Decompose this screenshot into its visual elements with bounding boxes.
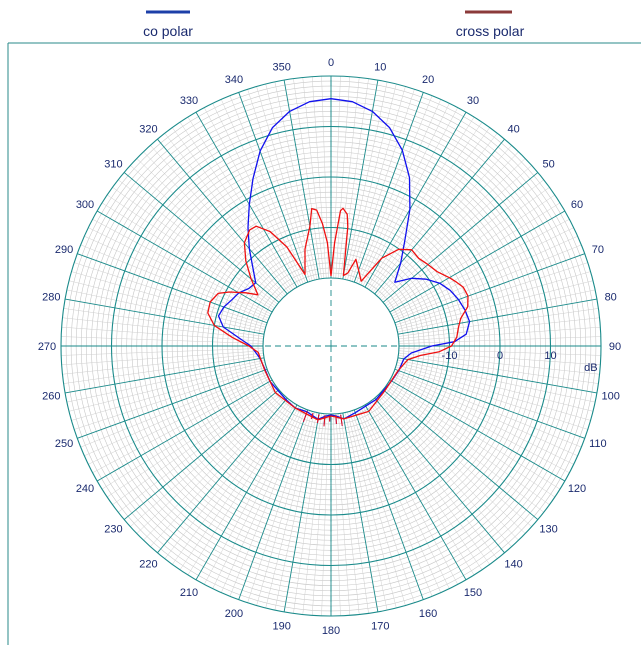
angle-label: 90 [609, 341, 621, 353]
angle-label: 220 [139, 559, 157, 571]
major-spoke [382, 389, 539, 520]
major-spoke [77, 253, 268, 324]
angle-label: 230 [104, 524, 122, 536]
major-spoke [374, 138, 505, 295]
series-line-cross-polar [207, 207, 469, 421]
angle-label: 0 [328, 57, 334, 69]
angle-label: 190 [273, 621, 291, 633]
db-tick-label: -10 [442, 350, 458, 362]
angle-label: 280 [42, 292, 60, 304]
major-spoke [283, 80, 320, 280]
angle-label: 210 [180, 587, 198, 599]
major-spoke [389, 379, 566, 482]
major-spoke [123, 172, 280, 303]
angle-label: 100 [602, 390, 620, 402]
major-spoke [157, 138, 288, 295]
major-grid [60, 75, 602, 617]
major-spoke [353, 92, 424, 283]
major-spoke [77, 368, 268, 439]
major-spoke [283, 412, 320, 612]
angle-label: 320 [139, 123, 157, 135]
angle-label: 310 [104, 158, 122, 170]
major-spoke [394, 368, 585, 439]
angle-label: 290 [55, 244, 73, 256]
angle-label: 40 [507, 123, 519, 135]
db-tick-label: 10 [544, 350, 556, 362]
angle-label: 10 [374, 61, 386, 73]
angle-label: 260 [42, 390, 60, 402]
major-spoke [96, 379, 273, 482]
angle-label: 20 [422, 74, 434, 86]
major-spoke [65, 298, 265, 335]
major-spoke [397, 298, 597, 335]
angle-label: 240 [76, 483, 94, 495]
major-spoke [389, 210, 566, 313]
major-spoke [238, 409, 309, 600]
angle-label: 340 [225, 74, 243, 86]
angle-label: 50 [542, 158, 554, 170]
angle-labels: 0 102030405060708090100110120130140150160… [38, 57, 621, 637]
db-labels: -10 0 10 dB [442, 350, 598, 374]
angle-label: 80 [605, 292, 617, 304]
angle-label: 140 [504, 559, 522, 571]
series-null-spike-cross-polar [310, 413, 314, 420]
series-line-co-polar [217, 98, 471, 421]
angle-label: 200 [225, 608, 243, 620]
series-layer [207, 98, 471, 427]
series-null-spike-cross-polar [316, 414, 320, 424]
angle-label: 160 [419, 608, 437, 620]
angle-label: 110 [589, 438, 607, 450]
major-spoke [195, 111, 298, 288]
series-null-spike-cross-polar [335, 415, 337, 424]
legend-label-cross-polar: cross polar [456, 23, 525, 39]
angle-label: 30 [467, 95, 479, 107]
angle-label: 120 [568, 483, 586, 495]
major-spoke [397, 357, 597, 394]
major-spoke [96, 210, 273, 313]
major-spoke [195, 404, 298, 581]
major-spoke [394, 253, 585, 324]
series-null-spike-cross-polar [340, 414, 343, 426]
series-null-spike-cross-polar [323, 415, 326, 427]
db-unit-label: dB [584, 362, 597, 374]
angle-label: 250 [55, 438, 73, 450]
angle-label: 330 [180, 95, 198, 107]
angle-label: 70 [592, 244, 604, 256]
angle-label: 350 [273, 61, 291, 73]
series-null-spike-cross-polar [302, 411, 308, 422]
db-tick-label: 0 [497, 350, 503, 362]
major-spoke [374, 397, 505, 554]
major-spoke [342, 80, 379, 280]
angle-label: 60 [571, 199, 583, 211]
major-spoke [65, 357, 265, 394]
major-spoke [123, 389, 280, 520]
major-spoke [342, 412, 379, 612]
angle-label: 300 [76, 199, 94, 211]
major-spoke [238, 92, 309, 283]
angle-label: 170 [371, 621, 389, 633]
angle-label: 130 [539, 524, 557, 536]
major-spoke [157, 397, 288, 554]
angle-label: 180 [322, 625, 340, 637]
angle-label: 270 [38, 341, 56, 353]
major-spoke [382, 172, 539, 303]
major-spoke [364, 404, 467, 581]
major-spoke [353, 409, 424, 600]
legend-label-co-polar: co polar [143, 23, 193, 39]
legend: co polar cross polar [143, 10, 525, 39]
angle-label: 150 [464, 587, 482, 599]
